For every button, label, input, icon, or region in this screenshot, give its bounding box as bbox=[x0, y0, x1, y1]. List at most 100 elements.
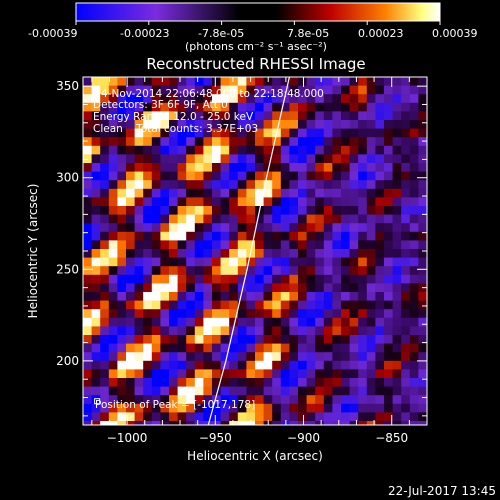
heatmap-cell bbox=[91, 171, 101, 181]
heatmap-cell bbox=[306, 197, 316, 207]
heatmap-cell bbox=[186, 145, 196, 155]
heatmap-cell bbox=[341, 283, 350, 293]
heatmap-cell bbox=[349, 197, 359, 207]
heatmap-cell bbox=[134, 145, 144, 155]
peak-position-text: Position of Peak = [-1017,178] bbox=[95, 399, 255, 411]
heatmap-cell bbox=[409, 223, 419, 233]
heatmap-cell bbox=[143, 197, 153, 207]
heatmap-cell bbox=[194, 145, 204, 155]
heatmap-cell bbox=[401, 163, 411, 172]
heatmap-cell bbox=[194, 360, 204, 370]
heatmap-cell bbox=[212, 317, 221, 327]
heatmap-cell bbox=[332, 188, 342, 198]
heatmap-cell bbox=[203, 102, 213, 112]
heatmap-cell bbox=[220, 163, 230, 172]
heatmap-cell bbox=[384, 163, 393, 172]
heatmap-cell bbox=[100, 188, 110, 198]
heatmap-cell bbox=[117, 369, 127, 379]
heatmap-cell bbox=[289, 266, 299, 276]
heatmap-cell bbox=[418, 171, 427, 181]
heatmap-cell bbox=[358, 188, 368, 198]
heatmap-cell bbox=[246, 300, 256, 310]
heatmap-cell bbox=[160, 403, 170, 413]
heatmap-cell bbox=[341, 335, 350, 344]
heatmap-cell bbox=[229, 352, 239, 362]
heatmap-cell bbox=[160, 240, 170, 250]
heatmap-cell bbox=[280, 94, 290, 104]
heatmap-cell bbox=[220, 403, 230, 413]
heatmap-cell bbox=[134, 395, 144, 405]
heatmap-cell bbox=[237, 206, 247, 215]
heatmap-cell bbox=[255, 335, 264, 344]
heatmap-cell bbox=[289, 85, 299, 95]
heatmap-cell bbox=[134, 94, 144, 104]
heatmap-cell bbox=[117, 274, 127, 284]
heatmap-cell bbox=[341, 317, 350, 327]
heatmap-cell bbox=[83, 163, 92, 172]
heatmap-cell bbox=[83, 240, 92, 250]
heatmap-cell bbox=[306, 335, 316, 344]
heatmap-cell bbox=[358, 266, 368, 276]
heatmap-cell bbox=[341, 231, 350, 241]
heatmap-cell bbox=[384, 249, 393, 258]
heatmap-cell bbox=[237, 274, 247, 284]
heatmap-cell bbox=[177, 188, 187, 198]
heatmap-cell bbox=[418, 403, 427, 413]
heatmap-cell bbox=[186, 85, 196, 95]
heatmap-cell bbox=[160, 154, 170, 164]
heatmap-cell bbox=[272, 154, 282, 164]
heatmap-cell bbox=[272, 292, 282, 301]
heatmap-cell bbox=[177, 309, 187, 319]
heatmap-cell bbox=[263, 197, 273, 207]
heatmap-cell bbox=[375, 223, 385, 233]
heatmap-cell bbox=[280, 360, 290, 370]
heatmap-cell bbox=[332, 326, 342, 336]
heatmap-cell bbox=[306, 77, 316, 86]
heatmap-cell bbox=[203, 257, 213, 267]
heatmap-cell bbox=[169, 102, 178, 112]
heatmap-cell bbox=[392, 145, 402, 155]
heatmap-cell bbox=[177, 343, 187, 353]
heatmap-cell bbox=[203, 283, 213, 293]
heatmap-cell bbox=[409, 257, 419, 267]
heatmap-cell bbox=[418, 257, 427, 267]
heatmap-cell bbox=[306, 111, 316, 121]
heatmap-cell bbox=[186, 154, 196, 164]
heatmap-cell bbox=[169, 180, 178, 190]
heatmap-cell bbox=[186, 352, 196, 362]
heatmap-cell bbox=[289, 145, 299, 155]
heatmap-cell bbox=[366, 163, 376, 172]
heatmap-cell bbox=[100, 386, 110, 396]
heatmap-cell bbox=[91, 214, 101, 224]
heatmap-cell bbox=[186, 403, 196, 413]
heatmap-cell bbox=[229, 102, 239, 112]
heatmap-cell bbox=[237, 154, 247, 164]
heatmap-cell bbox=[229, 412, 239, 422]
heatmap-cell bbox=[289, 77, 299, 86]
heatmap-cell bbox=[341, 352, 350, 362]
heatmap-cell bbox=[306, 343, 316, 353]
heatmap-cell bbox=[306, 421, 316, 425]
heatmap-cell bbox=[349, 403, 359, 413]
heatmap-cell bbox=[212, 326, 221, 336]
heatmap-cell bbox=[83, 257, 92, 267]
heatmap-cell bbox=[375, 317, 385, 327]
heatmap-cell bbox=[100, 421, 110, 425]
heatmap-cell bbox=[186, 283, 196, 293]
heatmap-cell bbox=[246, 214, 256, 224]
heatmap-cell bbox=[349, 240, 359, 250]
heatmap-cell bbox=[186, 326, 196, 336]
heatmap-cell bbox=[341, 137, 350, 147]
heatmap-cell bbox=[349, 94, 359, 104]
heatmap-cell bbox=[126, 85, 135, 95]
heatmap-cell bbox=[212, 163, 221, 172]
heatmap-cell bbox=[194, 317, 204, 327]
heatmap-cell bbox=[100, 274, 110, 284]
heatmap-cell bbox=[91, 85, 101, 95]
heatmap-cell bbox=[151, 403, 161, 413]
heatmap-cell bbox=[401, 206, 411, 215]
heatmap-cell bbox=[126, 94, 135, 104]
heatmap-cell bbox=[237, 403, 247, 413]
heatmap-cell bbox=[298, 223, 307, 233]
heatmap-cell bbox=[341, 326, 350, 336]
